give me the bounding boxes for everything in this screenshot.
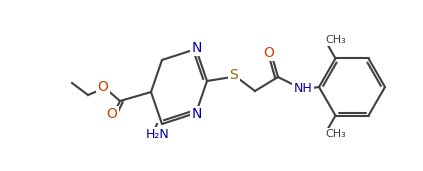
Text: S: S (230, 68, 239, 82)
Text: NH: NH (294, 82, 312, 95)
Text: H₂N: H₂N (146, 128, 170, 141)
Text: CH₃: CH₃ (326, 129, 346, 139)
Text: O: O (98, 80, 108, 94)
Text: O: O (107, 107, 118, 121)
Text: O: O (264, 46, 275, 60)
Text: CH₃: CH₃ (326, 35, 346, 45)
Text: N: N (192, 41, 202, 55)
Text: N: N (192, 107, 202, 121)
